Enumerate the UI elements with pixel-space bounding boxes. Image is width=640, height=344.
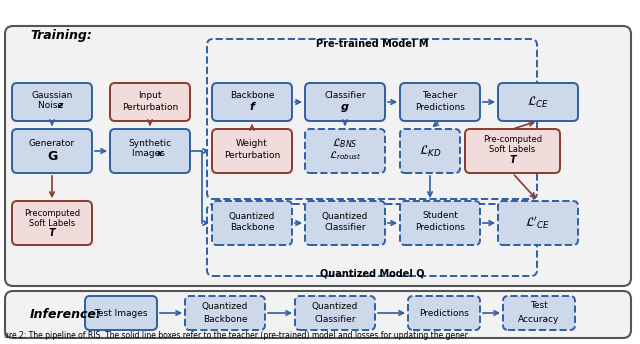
Text: ure 2: The pipeline of RIS. The solid line boxes refer to the teacher (pre-train: ure 2: The pipeline of RIS. The solid li… [4,331,468,340]
FancyBboxPatch shape [465,129,560,173]
Text: Student: Student [422,212,458,221]
FancyBboxPatch shape [498,201,578,245]
Text: Gaussian: Gaussian [31,90,73,99]
Text: Test Images: Test Images [94,309,148,318]
Text: Weight: Weight [236,140,268,149]
Text: Predictions: Predictions [415,103,465,111]
Text: G: G [47,150,57,162]
Text: Quantized: Quantized [322,212,368,221]
Text: Quantized: Quantized [229,212,275,221]
FancyBboxPatch shape [305,201,385,245]
Text: Perturbation: Perturbation [122,103,178,111]
Text: Perturbation: Perturbation [224,151,280,161]
FancyBboxPatch shape [110,83,190,121]
FancyBboxPatch shape [212,83,292,121]
FancyBboxPatch shape [5,291,631,338]
FancyBboxPatch shape [212,201,292,245]
Text: Images: Images [132,149,168,158]
Text: Backbone: Backbone [230,224,275,233]
FancyBboxPatch shape [110,129,190,173]
FancyBboxPatch shape [503,296,575,330]
FancyBboxPatch shape [400,201,480,245]
Text: Noise: Noise [38,101,66,110]
Text: Backbone: Backbone [203,314,247,323]
Text: $\mathcal{L}_{CE}$: $\mathcal{L}_{CE}$ [527,95,549,109]
Text: $\mathcal{L}_{KD}$: $\mathcal{L}_{KD}$ [419,143,442,159]
Text: $\mathcal{L}_{robust}$: $\mathcal{L}_{robust}$ [328,150,362,162]
Text: Backbone: Backbone [230,90,275,99]
Text: Classifier: Classifier [324,224,365,233]
Text: Pre-trained Model M: Pre-trained Model M [316,39,428,49]
FancyBboxPatch shape [12,129,92,173]
Text: Classifier: Classifier [314,314,356,323]
Text: x: x [156,149,162,158]
FancyBboxPatch shape [305,83,385,121]
FancyBboxPatch shape [295,296,375,330]
Text: Synthetic: Synthetic [129,139,172,148]
FancyBboxPatch shape [185,296,265,330]
Text: Soft Labels: Soft Labels [29,218,75,227]
Text: Inference:: Inference: [30,308,102,321]
Text: Accuracy: Accuracy [518,314,560,323]
Text: T: T [49,228,55,238]
FancyBboxPatch shape [212,129,292,173]
FancyBboxPatch shape [5,26,631,286]
FancyBboxPatch shape [400,129,460,173]
Text: $\mathcal{L}'_{CE}$: $\mathcal{L}'_{CE}$ [525,215,550,231]
FancyBboxPatch shape [85,296,157,330]
Text: Test: Test [530,301,548,311]
Text: g: g [341,102,349,112]
Text: Generator: Generator [29,139,75,148]
FancyBboxPatch shape [12,83,92,121]
Text: Pre-computed: Pre-computed [483,136,542,144]
Text: Training:: Training: [30,30,92,43]
Text: $\mathcal{L}_{BNS}$: $\mathcal{L}_{BNS}$ [332,136,358,150]
Text: Soft Labels: Soft Labels [490,146,536,154]
FancyBboxPatch shape [408,296,480,330]
FancyBboxPatch shape [305,129,385,173]
Text: Precomputed: Precomputed [24,208,80,217]
Text: Predictions: Predictions [415,224,465,233]
Text: Quantized Model Q: Quantized Model Q [320,269,424,279]
Text: Input: Input [138,90,162,99]
Text: Classifier: Classifier [324,90,365,99]
Text: f: f [250,102,255,112]
Text: Quantized: Quantized [202,301,248,311]
Text: Quantized: Quantized [312,301,358,311]
FancyBboxPatch shape [12,201,92,245]
Text: T: T [509,155,516,165]
Text: z: z [58,101,63,110]
FancyBboxPatch shape [498,83,578,121]
Text: Teacher: Teacher [422,90,458,99]
FancyBboxPatch shape [400,83,480,121]
Text: Predictions: Predictions [419,309,469,318]
